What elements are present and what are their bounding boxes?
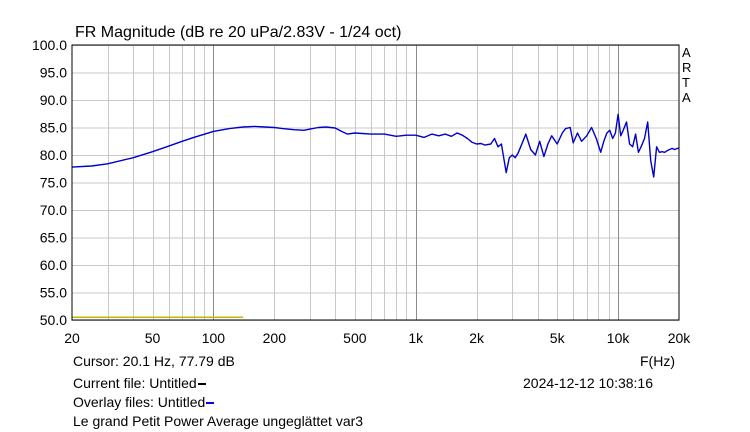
series-layer (71, 113, 680, 319)
current-file-swatch (197, 383, 206, 386)
arta-letter: A (682, 90, 691, 105)
x-tick-label: 500 (343, 330, 367, 346)
plot-frame (71, 44, 680, 321)
x-tick-label: 50 (145, 330, 161, 346)
y-tick-labels: 100.0 95.0 90.0 85.0 80.0 75.0 70.0 65.0 60.0 55.… (32, 37, 67, 328)
x-tick-label: 2k (469, 330, 485, 346)
y-tick-label: 60.0 (40, 257, 67, 273)
y-tick-label: 75.0 (40, 175, 67, 191)
y-tick-label: 85.0 (40, 120, 67, 136)
y-tick-label: 100.0 (32, 37, 67, 53)
caption: Le grand Petit Power Average ungeglättet… (73, 413, 364, 429)
response-line (71, 113, 680, 178)
x-axis-unit: F(Hz) (640, 353, 675, 369)
x-tick-label: 5k (550, 330, 566, 346)
y-tick-label: 55.0 (40, 285, 67, 301)
y-tick-label: 50.0 (40, 312, 67, 328)
arta-letter: R (682, 60, 692, 75)
overlay-files: Overlay files: Untitled (73, 394, 215, 410)
timestamp: 2024-12-12 10:38:16 (523, 375, 653, 391)
overlay-files-label: Overlay files: Untitled (73, 394, 206, 410)
y-tick-label: 70.0 (40, 202, 67, 218)
arta-letter: T (682, 75, 690, 90)
x-tick-labels: 20 50 100 200 500 1k 2k 5k 10k 20k (64, 330, 691, 346)
overlay-files-swatch (206, 402, 215, 405)
y-tick-label: 80.0 (40, 147, 67, 163)
cursor-readout: Cursor: 20.1 Hz, 77.79 dB (73, 353, 235, 369)
current-file: Current file: Untitled (73, 375, 206, 391)
arta-letter: A (682, 45, 691, 60)
current-file-label: Current file: Untitled (73, 375, 197, 391)
x-tick-label: 20 (64, 330, 80, 346)
x-tick-label: 200 (263, 330, 287, 346)
x-tick-label: 100 (202, 330, 226, 346)
y-tick-label: 65.0 (40, 230, 67, 246)
x-tick-label: 20k (668, 330, 692, 346)
x-tick-label: 10k (607, 330, 631, 346)
x-tick-label: 1k (408, 330, 424, 346)
y-tick-label: 95.0 (40, 65, 67, 81)
chart-title: FR Magnitude (dB re 20 uPa/2.83V - 1/24 … (75, 24, 401, 41)
grid (72, 45, 679, 321)
y-tick-label: 90.0 (40, 92, 67, 108)
